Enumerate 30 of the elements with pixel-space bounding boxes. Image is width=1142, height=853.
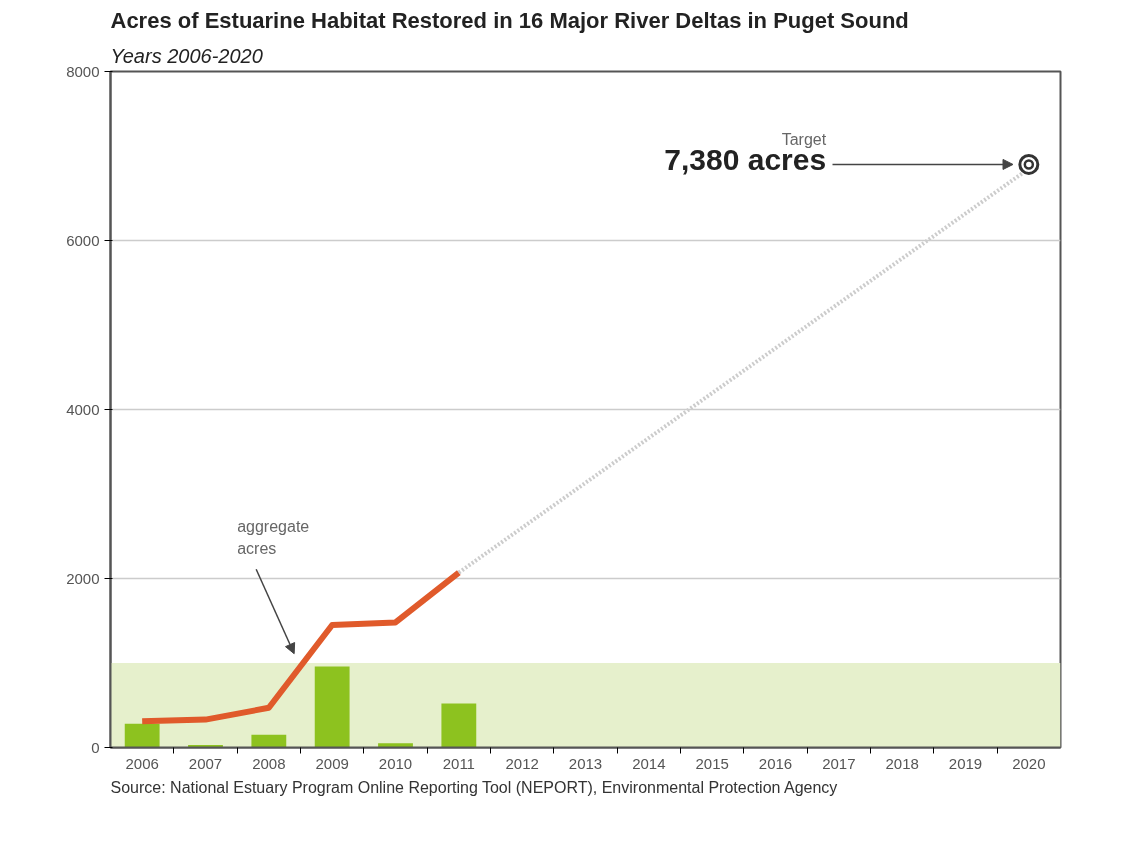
bar [441, 703, 477, 748]
x-tick-label: 2018 [885, 754, 919, 772]
x-tick-label: 2014 [632, 754, 666, 772]
y-tick-label: 4000 [66, 400, 100, 418]
x-tick-label: 2015 [695, 754, 729, 772]
y-tick-label: 0 [91, 738, 100, 756]
y-tick-label: 2000 [66, 569, 100, 587]
x-tick-label: 2016 [758, 754, 793, 772]
bar [124, 723, 160, 748]
x-tick-label: 2013 [568, 754, 603, 772]
source-note: Source: National Estuary Program Online Reporting Tool (NEPORT), Environmental Protection Agency [110, 778, 838, 796]
annotation: Target 7,380 acres [664, 131, 827, 177]
x-tick-label: 2007 [188, 754, 223, 772]
x-tick-label: 2017 [822, 754, 856, 772]
x-tick-label: 2020 [1012, 754, 1046, 772]
chart-subtitle: Years 2006-2020 [110, 44, 263, 67]
x-tick-label: 2019 [948, 754, 983, 772]
bar [314, 666, 350, 748]
x-tick-label: 2009 [315, 754, 349, 772]
bar [251, 734, 287, 748]
bar [378, 743, 413, 748]
y-tick-label: 8000 [66, 62, 100, 80]
x-tick-label: 2012 [505, 754, 539, 772]
x-tick-label: 2008 [252, 754, 286, 772]
x-tick-label: 2006 [125, 754, 159, 772]
x-tick-label: 2010 [378, 754, 413, 772]
x-tick-label: 2011 [442, 754, 475, 772]
annotation: aggregate acres [237, 517, 310, 557]
y-tick-label: 6000 [66, 231, 100, 249]
chart-title: Acres of Estuarine Habitat Restored in 16 Major River Deltas in Puget Sound [110, 7, 909, 33]
